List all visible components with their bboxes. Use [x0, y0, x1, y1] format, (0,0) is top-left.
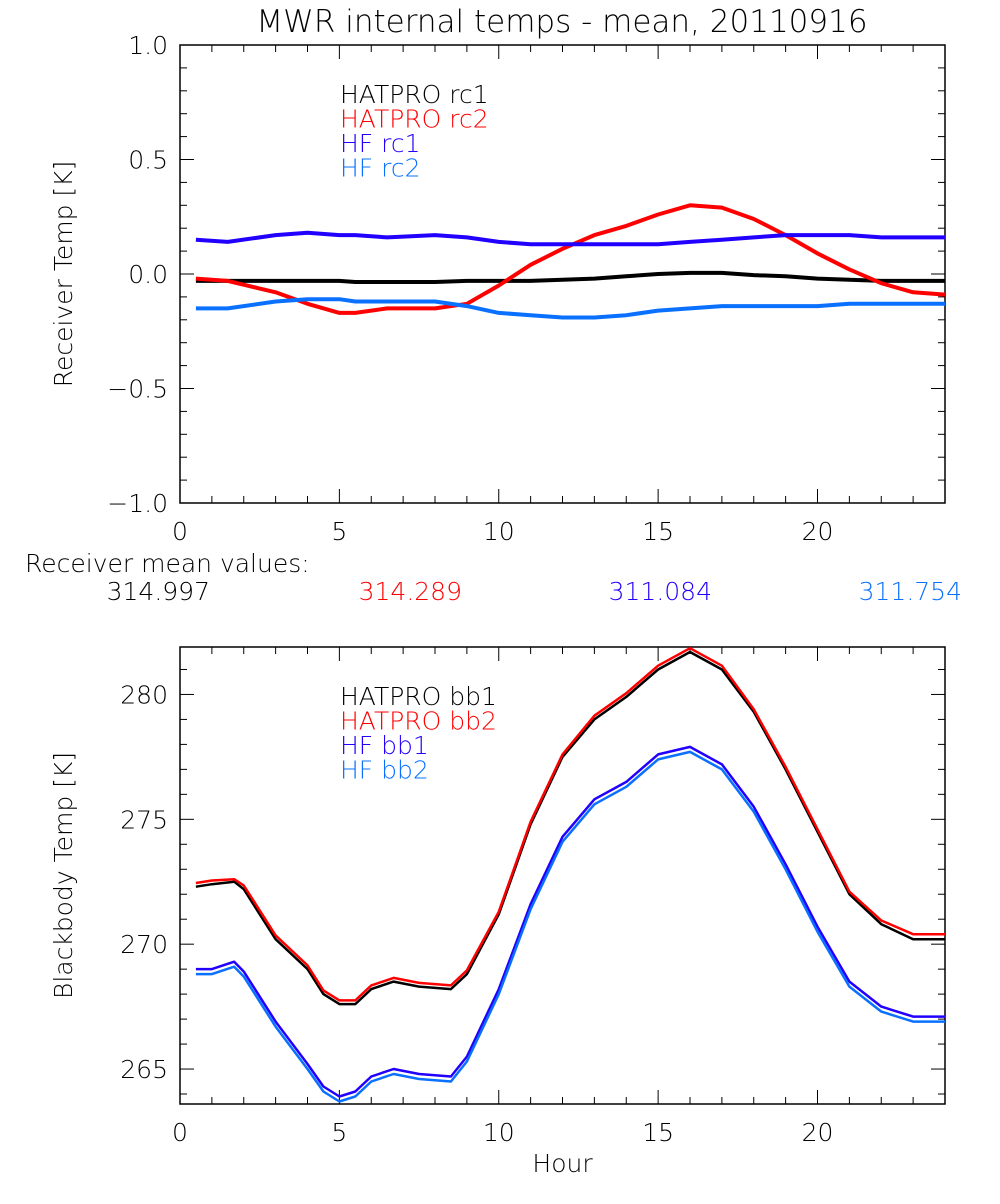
x-tick-label: 5: [331, 517, 347, 546]
legend-entry: HF bb1: [340, 731, 429, 760]
mean-value-hf-rc2: 311.754: [859, 577, 962, 606]
legend-entry: HF rc1: [340, 129, 421, 158]
plot-frame: [179, 646, 946, 1105]
series-line-hf-bb1: [195, 745, 945, 1098]
y-tick-label: −1.0: [107, 489, 168, 518]
x-tick-label: 5: [331, 1118, 347, 1147]
series-line-hatpro-bb2: [195, 646, 945, 1002]
mean-value-hatpro-rc2: 314.289: [359, 577, 462, 606]
series-line-hf-rc2: [195, 297, 945, 320]
x-tick-label: 20: [802, 1118, 834, 1147]
x-tick-label: 10: [483, 517, 515, 546]
chart-title: MWR internal temps - mean, 20110916: [256, 4, 867, 40]
y-tick-label: 275: [120, 805, 168, 834]
series-line-hf-rc1: [195, 230, 945, 247]
y-tick-label: 0.0: [128, 260, 168, 289]
y-tick-label: 280: [120, 680, 168, 709]
receiver-temp-panel: 0 5 10 15 20 −1.0 −0.5 0.0 0.5 1.0 Receiver Temp […: [49, 31, 946, 546]
x-axis-label: Hour: [532, 1149, 593, 1178]
series-line-hf-bb2: [195, 750, 945, 1103]
y-tick-label: −0.5: [107, 375, 168, 404]
x-tick-label: 20: [802, 517, 834, 546]
x-tick-label: 15: [642, 517, 674, 546]
y-axis-label: Blackbody Temp [K]: [49, 752, 78, 999]
legend-entry: HATPRO rc1: [340, 80, 489, 109]
legend-entry: HATPRO bb1: [340, 682, 497, 711]
mean-value-hatpro-rc1: 314.997: [107, 577, 210, 606]
y-axis-label: Receiver Temp [K]: [49, 161, 78, 388]
mean-value-hf-rc1: 311.084: [609, 577, 712, 606]
x-tick-label: 0: [172, 1118, 188, 1147]
legend-entry: HF rc2: [340, 154, 421, 183]
y-tick-label: 0.5: [128, 146, 168, 175]
x-tick-label: 15: [642, 1118, 674, 1147]
series-line-hatpro-rc2: [195, 203, 946, 315]
mean-values-label: Receiver mean values:: [25, 549, 310, 578]
legend-entry: HATPRO rc2: [340, 105, 489, 134]
x-tick-label: 10: [483, 1118, 515, 1147]
y-tick-label: 1.0: [128, 31, 168, 60]
series-line-hatpro-rc1: [195, 270, 945, 284]
legend-entry: HF bb2: [340, 756, 429, 785]
x-tick-label: 0: [172, 517, 188, 546]
blackbody-temp-panel: 0 5 10 15 20 265 270 275 280 Blackbody Temp [K] Ho…: [49, 646, 946, 1178]
legend-entry: HATPRO bb2: [340, 707, 497, 736]
plot-frame: [179, 44, 946, 504]
y-tick-label: 265: [120, 1055, 168, 1084]
y-tick-label: 270: [120, 930, 168, 959]
